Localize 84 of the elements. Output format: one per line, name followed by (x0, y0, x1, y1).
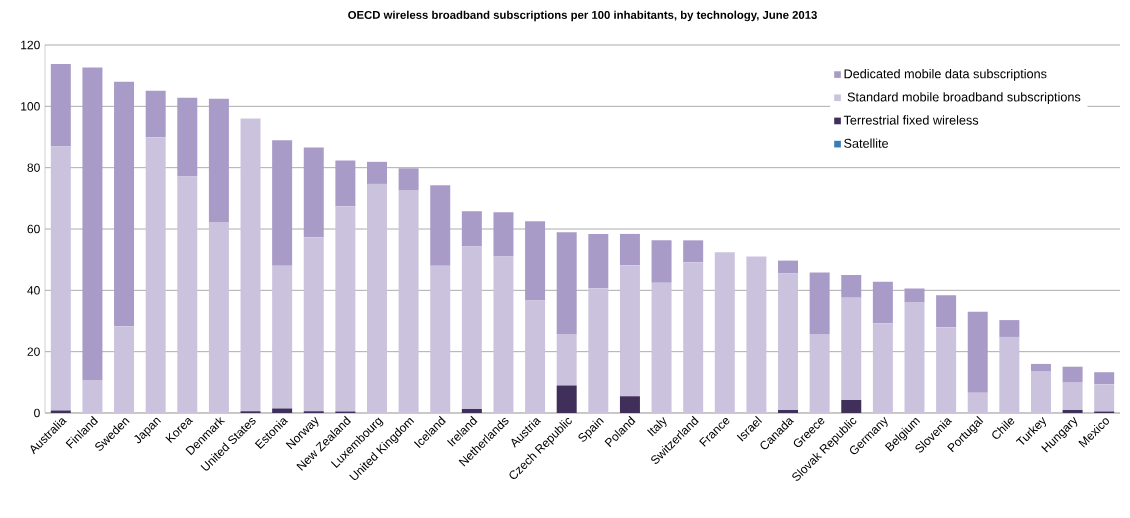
bar (1094, 384, 1115, 412)
bar (556, 385, 577, 413)
bar (588, 233, 609, 289)
bar (809, 272, 830, 334)
bar (714, 252, 735, 413)
bar (1030, 363, 1051, 372)
y-tick-label: 80 (27, 163, 40, 172)
bar (335, 160, 356, 207)
bar (683, 240, 704, 263)
y-tick-label: 20 (27, 347, 40, 356)
bar (303, 147, 324, 238)
bar (967, 311, 988, 393)
bar (1030, 371, 1051, 413)
bar (967, 392, 988, 413)
bar (430, 265, 451, 413)
bar (778, 273, 799, 410)
bar (208, 221, 229, 413)
bar (683, 262, 704, 413)
bar (556, 333, 577, 386)
bar (177, 176, 198, 413)
y-tick-label: 100 (21, 102, 40, 111)
bar (1094, 372, 1115, 385)
y-tick-label: 120 (21, 40, 40, 50)
bar (461, 246, 482, 410)
bar (461, 409, 482, 413)
bar (841, 400, 862, 413)
bar (746, 256, 767, 413)
y-tick-label: 60 (27, 224, 40, 234)
bar (303, 237, 324, 412)
legend-label: Terrestrial fixed wireless (843, 115, 979, 125)
bar (240, 118, 261, 412)
bar (588, 288, 609, 413)
bar (525, 300, 546, 413)
bar (461, 211, 482, 247)
bar (114, 81, 135, 327)
bar (398, 168, 419, 191)
bar (999, 320, 1020, 337)
bar (525, 221, 546, 301)
bar (493, 256, 514, 413)
bar (177, 97, 198, 177)
bar (493, 212, 514, 257)
bar (999, 336, 1020, 413)
bar (272, 408, 293, 413)
bar (335, 206, 356, 412)
legend-label: Dedicated mobile data subscriptions (844, 69, 1047, 81)
bar (145, 137, 166, 413)
bar (556, 232, 577, 334)
bar (936, 327, 957, 413)
bar (619, 396, 640, 413)
bar (809, 333, 830, 413)
bar (366, 183, 387, 413)
legend-label: Satellite (844, 138, 889, 148)
y-tick-label: 40 (27, 286, 40, 295)
bar (366, 161, 387, 184)
y-tick-label: 0 (34, 408, 40, 418)
bar (82, 379, 103, 413)
bar (50, 146, 71, 411)
bar (114, 326, 135, 413)
bar (1062, 366, 1083, 383)
bar (778, 409, 799, 413)
bar (936, 295, 957, 328)
bar (904, 288, 925, 303)
bar (82, 67, 103, 380)
bar (272, 140, 293, 266)
bar (208, 98, 229, 222)
bar (841, 297, 862, 401)
bar (872, 323, 893, 413)
bar (651, 282, 672, 413)
bar (272, 265, 293, 409)
bar (778, 260, 799, 274)
bar (841, 275, 862, 298)
bar (50, 64, 71, 147)
bar (398, 190, 419, 413)
bar (619, 233, 640, 266)
chart-title: OECD wireless broadband subscriptions per 100 inhabitants, by technology, June 2013 (348, 10, 817, 22)
bar (430, 185, 451, 266)
bar (619, 265, 640, 397)
legend-label: Standard mobile broadband subscriptions (847, 92, 1081, 104)
bar (651, 240, 672, 283)
bar (872, 281, 893, 324)
bar (1062, 382, 1083, 410)
bar (1062, 409, 1083, 413)
bar (145, 90, 166, 138)
bar (904, 302, 925, 413)
